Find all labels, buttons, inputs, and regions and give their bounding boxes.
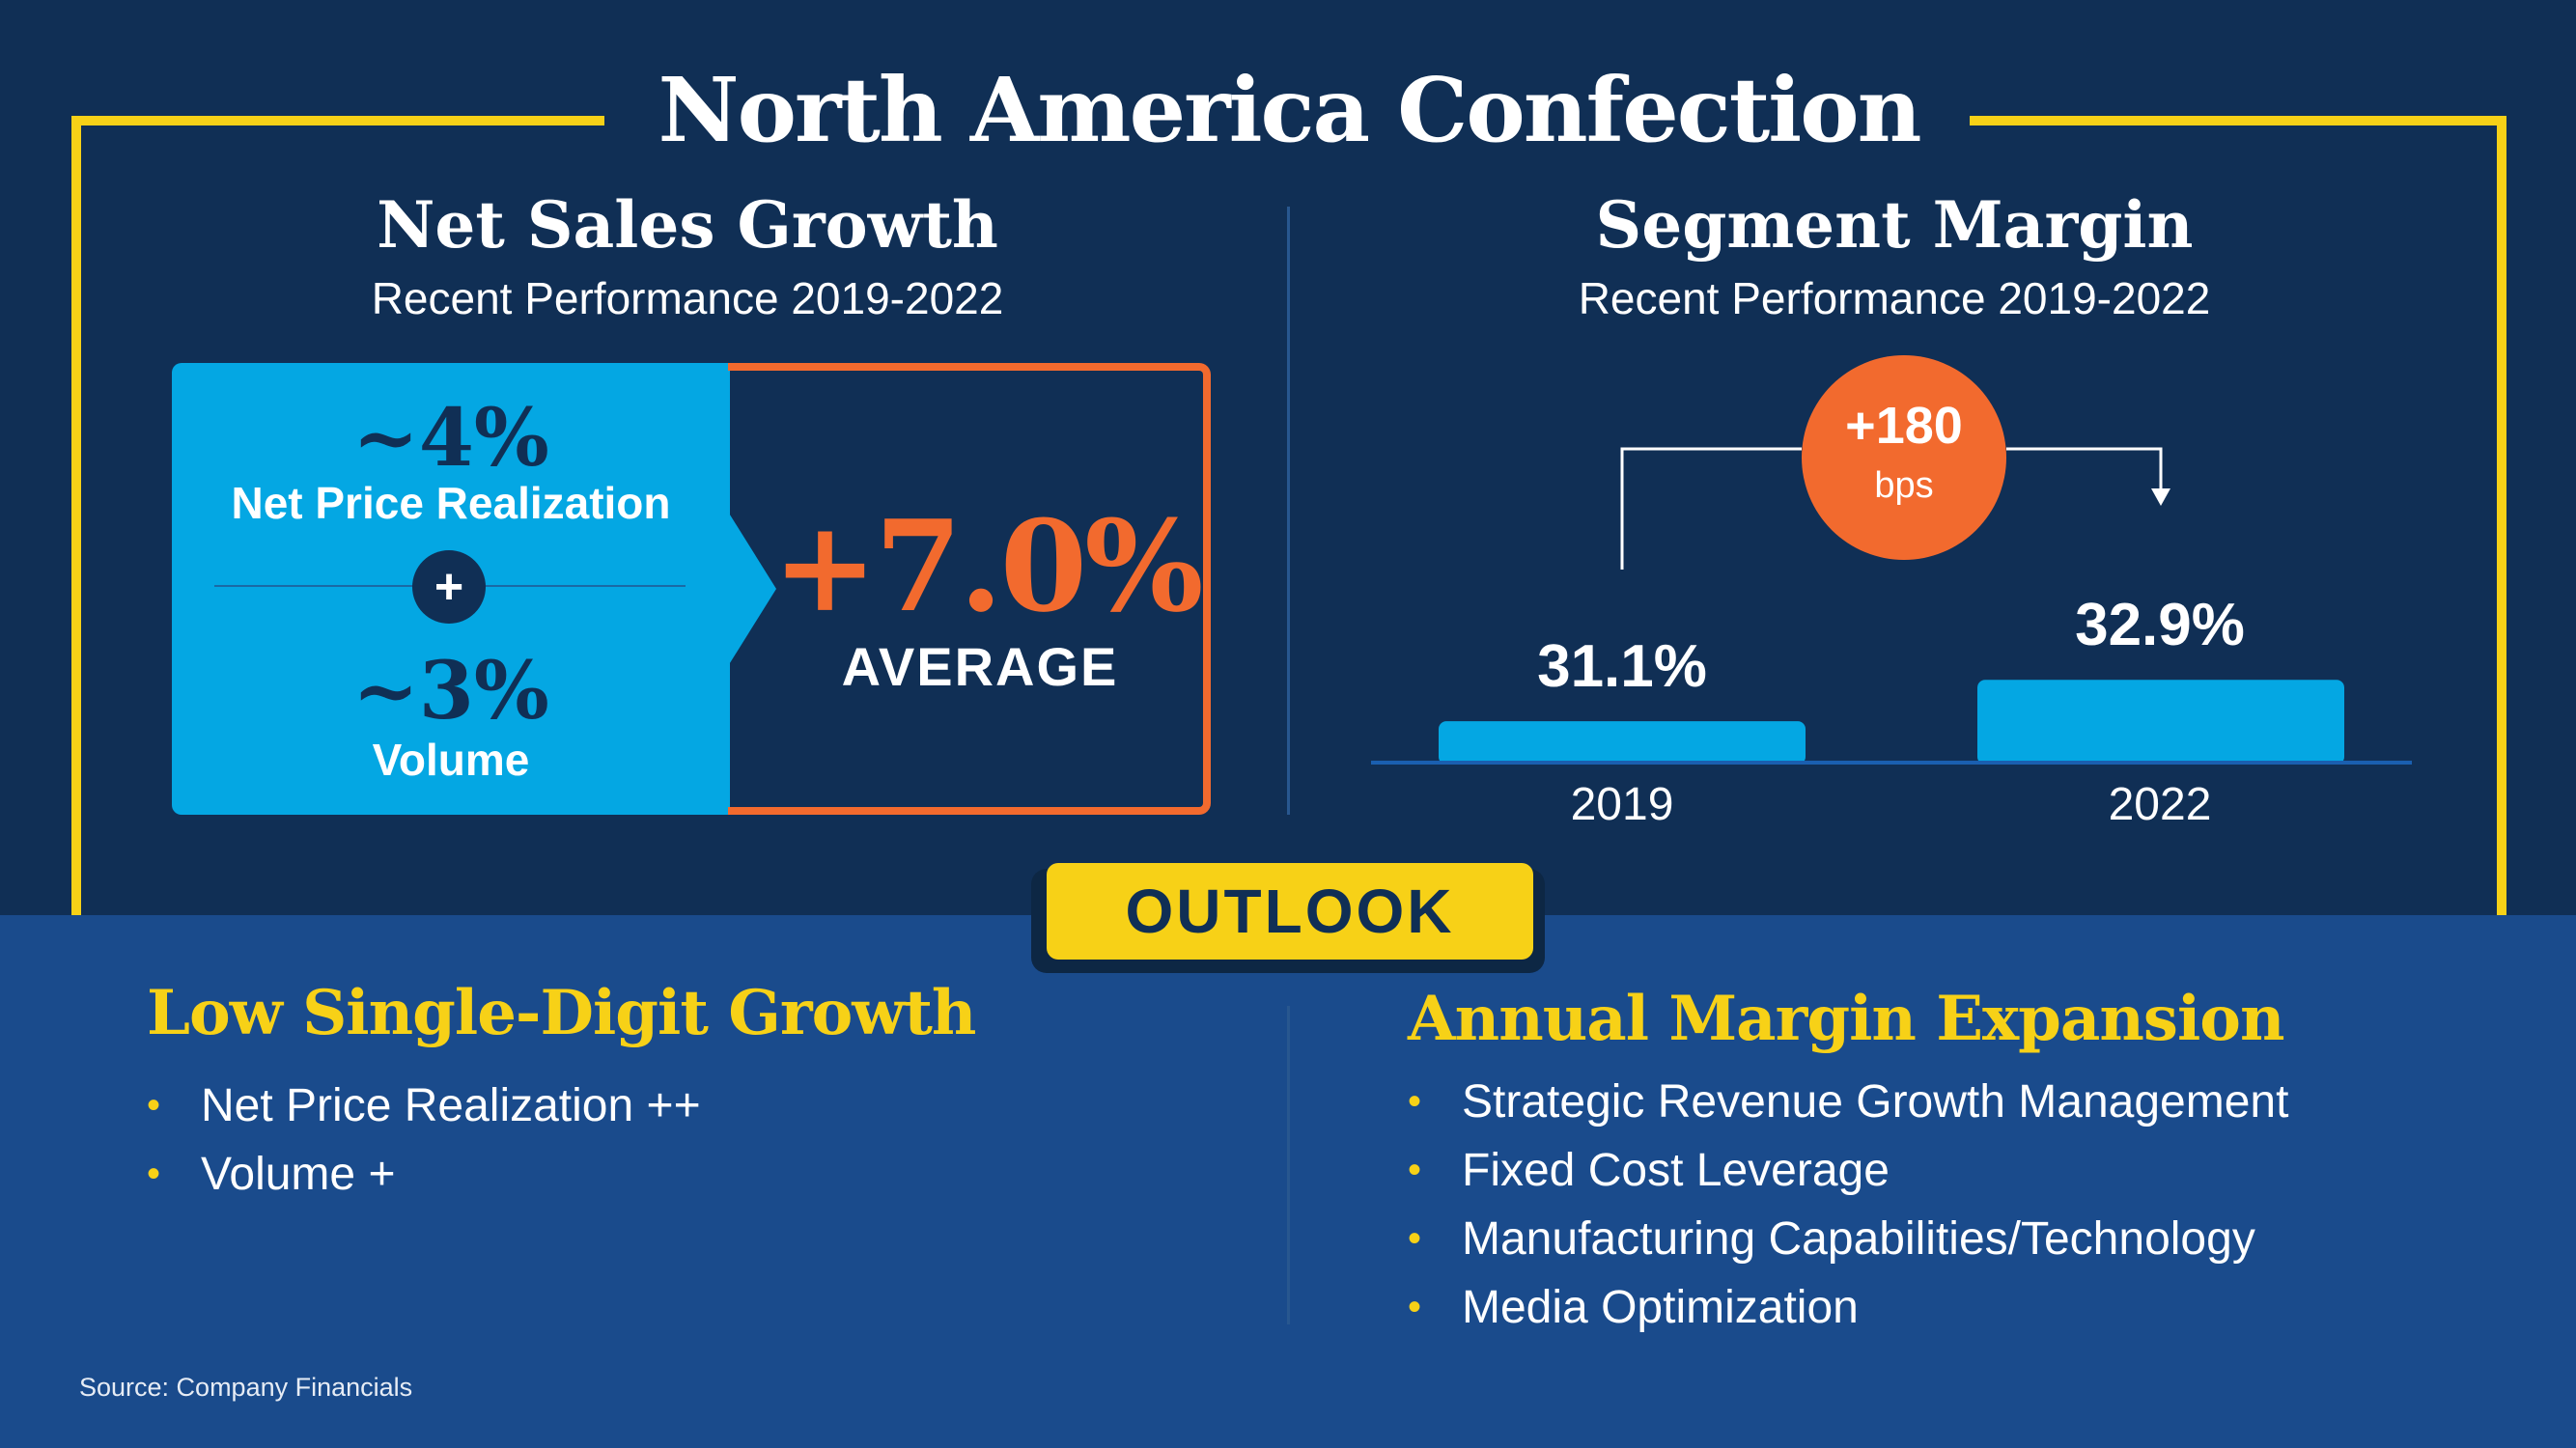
outlook-right-heading: Annual Margin Expansion: [1408, 983, 2284, 1055]
frame-side-right: [2497, 116, 2506, 915]
list-item-text: Strategic Revenue Growth Management: [1462, 1076, 2289, 1128]
list-item: • Strategic Revenue Growth Management: [1408, 1068, 2288, 1136]
list-item: • Media Optimization: [1408, 1273, 2288, 1342]
bullet-icon: •: [1408, 1217, 1422, 1260]
list-item: • Fixed Cost Leverage: [1408, 1136, 2288, 1205]
volume-value: ~3%: [352, 645, 549, 738]
bar-label-2019: 31.1%: [1537, 633, 1707, 701]
list-item-text: Manufacturing Capabilities/Technology: [1462, 1213, 2255, 1265]
price-label: Net Price Realization: [231, 478, 671, 528]
net-sales-subtitle: Recent Performance 2019-2022: [371, 273, 1004, 323]
average-box: [728, 363, 1211, 815]
source-note: Source: Company Financials: [79, 1373, 413, 1402]
list-item-text: Net Price Realization ++: [201, 1080, 701, 1131]
outlook-badge: OUTLOOK: [1047, 863, 1533, 960]
list-item: • Manufacturing Capabilities/Technology: [1408, 1205, 2288, 1273]
list-item-text: Fixed Cost Leverage: [1462, 1145, 1890, 1196]
bottom-divider: [1287, 1006, 1290, 1324]
bullet-icon: •: [1408, 1149, 1422, 1191]
segment-margin-title: Segment Margin: [1595, 187, 2194, 263]
badge-value: +180: [1845, 397, 1963, 455]
average-label: AVERAGE: [841, 636, 1119, 697]
bar-label-2022: 32.9%: [2075, 592, 2245, 659]
frame-line-left: [71, 116, 604, 125]
top-divider: [1287, 207, 1290, 815]
x-tick-2019: 2019: [1570, 779, 1674, 830]
segment-margin-subtitle: Recent Performance 2019-2022: [1578, 273, 2211, 323]
bullet-icon: •: [1408, 1080, 1422, 1123]
volume-label: Volume: [372, 735, 530, 785]
bar-2019: [1439, 721, 1806, 765]
margin-chart: [1371, 328, 2414, 849]
margin-chart-svg: [1371, 447, 2412, 765]
bullet-icon: •: [147, 1084, 161, 1127]
bar-2022: [1977, 680, 2344, 765]
page-title: North America Confection: [658, 58, 1922, 162]
bps-badge: +180 bps: [1802, 355, 2006, 560]
outlook-left-heading: Low Single-Digit Growth: [147, 977, 976, 1049]
connector-left: [1620, 447, 1802, 570]
outlook-right-list: • Strategic Revenue Growth Management • Fi…: [1408, 1068, 2288, 1342]
average-value: +7.0%: [772, 492, 1204, 640]
frame-side-left: [71, 116, 81, 915]
x-tick-2022: 2022: [2108, 779, 2212, 830]
plus-icon: +: [412, 550, 486, 624]
bullet-icon: •: [1408, 1286, 1422, 1328]
bullet-icon: •: [147, 1153, 161, 1195]
frame-line-right: [1970, 116, 2506, 125]
net-sales-title: Net Sales Growth: [377, 187, 998, 263]
outlook-left-list: • Net Price Realization ++ • Volume +: [147, 1072, 701, 1209]
connector-right: [2006, 447, 2163, 492]
list-item: • Net Price Realization ++: [147, 1072, 701, 1140]
list-item: • Volume +: [147, 1140, 701, 1209]
chevron-arrow-icon: [728, 512, 776, 666]
list-item-text: Volume +: [201, 1149, 396, 1200]
list-item-text: Media Optimization: [1462, 1282, 1859, 1333]
arrow-down-icon: [2151, 488, 2170, 506]
price-value: ~4%: [352, 392, 549, 485]
badge-unit: bps: [1874, 465, 1934, 506]
